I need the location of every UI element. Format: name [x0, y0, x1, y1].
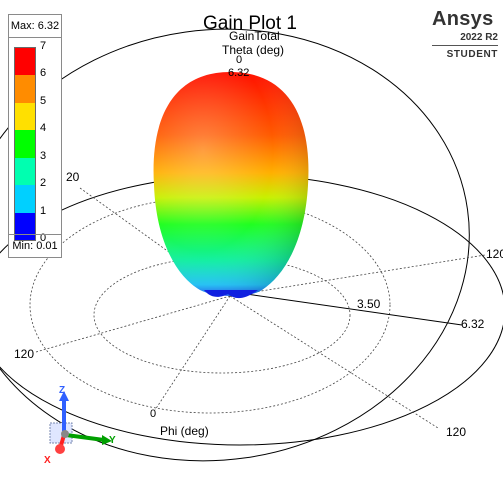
legend-tick-label: 5 — [40, 94, 47, 107]
legend-tick-label: 6 — [40, 67, 47, 80]
theta-zero-label: 0 — [236, 54, 243, 66]
y-arrowhead-icon — [102, 435, 112, 445]
back-lobe — [204, 290, 258, 299]
x-arrowhead-icon — [55, 444, 65, 454]
lobe-shading — [153, 72, 309, 296]
meridian-line — [79, 187, 231, 297]
color-legend[interactable]: Max: 6.32 7 6 5 4 3 2 1 0 Min: 0.01 — [8, 14, 62, 258]
meridian-line — [154, 295, 231, 411]
phi-axis-label: Phi (deg) — [160, 424, 209, 438]
legend-swatch — [15, 212, 35, 240]
max-radius-label: 6.32 — [461, 317, 485, 331]
legend-swatch — [15, 130, 35, 158]
meridian-line — [35, 295, 231, 353]
legend-swatch — [15, 185, 35, 213]
z-axis-label: Z — [59, 385, 66, 396]
meridian-line — [229, 295, 439, 429]
axis-triad[interactable]: Z Y X — [38, 385, 128, 470]
legend-tick-label: 3 — [40, 149, 47, 162]
legend-tick-label: 2 — [40, 177, 47, 190]
z-arrowhead-icon — [59, 391, 69, 401]
legend-min-label: Min: 0.01 — [9, 234, 61, 257]
mid-radius-label: 3.50 — [357, 297, 381, 311]
legend-tick-label: 4 — [40, 122, 47, 135]
vertical-ring — [0, 28, 470, 462]
y-axis-label: Y — [109, 435, 116, 446]
legend-color-bar — [14, 47, 36, 241]
meridian-line — [229, 254, 486, 297]
radial-axis-line — [231, 291, 463, 326]
brand-version: 2022 R2 — [432, 32, 498, 46]
legend-tick-label: 0 — [40, 232, 47, 244]
brand-edition: STUDENT — [446, 49, 498, 60]
brand-logo: Ansys 2022 R2 STUDENT — [432, 8, 498, 60]
quantity-label: GainTotal — [229, 29, 280, 43]
legend-max-label: Max: 6.32 — [9, 15, 61, 38]
ring-label-right: 120 — [486, 247, 503, 261]
theta-axis-label: Theta (deg) — [222, 43, 285, 57]
y-axis-arrow — [65, 433, 105, 442]
pole-max-label: 6.32 — [228, 67, 250, 79]
x-axis-label: X — [44, 455, 51, 466]
legend-tick-label: 1 — [40, 204, 47, 217]
ring-label-left-lower: 120 — [14, 347, 35, 361]
legend-swatch — [15, 102, 35, 131]
triad-origin-icon — [61, 430, 69, 438]
phi-zero-label: 0 — [150, 408, 157, 420]
legend-swatch — [15, 48, 35, 76]
ring-label-left: 20 — [66, 170, 80, 184]
legend-swatch — [15, 75, 35, 103]
legend-tick-label: 7 — [40, 40, 47, 52]
plot-title: Gain Plot 1 — [203, 13, 297, 34]
legend-swatch — [15, 157, 35, 186]
ring-label-bottom: 120 — [446, 425, 467, 439]
brand-name: Ansys — [432, 8, 494, 30]
